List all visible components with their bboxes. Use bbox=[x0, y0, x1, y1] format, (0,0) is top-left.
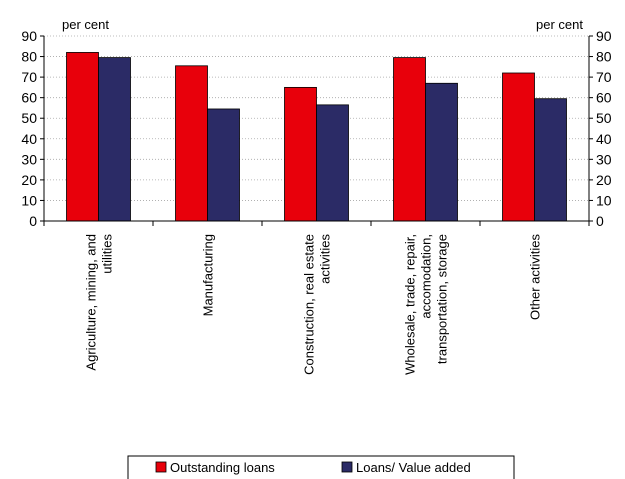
legend-swatch-outstanding-loans bbox=[155, 461, 167, 473]
category-label-0: Agriculture, mining, and bbox=[84, 234, 99, 371]
y-tick-label-left-40: 40 bbox=[21, 131, 37, 147]
y-tick-label-left-10: 10 bbox=[21, 192, 37, 208]
bar-loans-value-added-2 bbox=[316, 104, 349, 222]
bar-loans-value-added-3 bbox=[425, 82, 458, 222]
y-tick-label-right-30: 30 bbox=[596, 151, 612, 167]
y-axis-right-ticks: 0 10 20 30 40 50 60 70 80 90 bbox=[596, 28, 612, 229]
y-tick-label-left-60: 60 bbox=[21, 90, 37, 106]
y-tick-label-left-80: 80 bbox=[21, 49, 37, 65]
category-label-3: accomodation, bbox=[419, 234, 434, 319]
bar-loans-value-added-0 bbox=[98, 57, 131, 222]
bar-outstanding-loans-2 bbox=[284, 86, 317, 222]
y-tick-label-right-40: 40 bbox=[596, 131, 612, 147]
y-tick-label-right-90: 90 bbox=[596, 28, 612, 44]
bar-outstanding-loans-4 bbox=[502, 72, 535, 222]
category-label-4: Other activities bbox=[528, 234, 543, 320]
bar-outstanding-loans-1 bbox=[175, 65, 208, 222]
legend-label-loans-value-added: Loans/ Value added bbox=[356, 460, 471, 475]
bar-outstanding-loans-3 bbox=[393, 57, 426, 222]
legend-swatch-loans-value-added bbox=[341, 461, 353, 473]
bars bbox=[66, 52, 567, 222]
y-tick-label-left-90: 90 bbox=[21, 28, 37, 44]
bar-loans-value-added-1 bbox=[207, 108, 240, 222]
y-axis-right-unit: per cent bbox=[536, 17, 583, 32]
y-tick-label-left-50: 50 bbox=[21, 110, 37, 126]
y-tick-label-right-10: 10 bbox=[596, 192, 612, 208]
y-axis-left-ticks: 0 10 20 30 40 50 60 70 80 90 bbox=[21, 28, 37, 229]
bar-loans-value-added-4 bbox=[534, 98, 567, 222]
legend: Outstanding loans Loans/ Value added bbox=[127, 455, 515, 479]
y-tick-label-left-20: 20 bbox=[21, 172, 37, 188]
axes bbox=[40, 35, 593, 226]
y-tick-label-right-20: 20 bbox=[596, 172, 612, 188]
legend-box bbox=[127, 455, 515, 479]
y-tick-label-right-80: 80 bbox=[596, 49, 612, 65]
y-tick-label-left-0: 0 bbox=[29, 213, 37, 229]
category-label-3: Wholesale, trade, repair, bbox=[403, 234, 418, 375]
bar-outstanding-loans-0 bbox=[66, 52, 99, 222]
gridlines bbox=[44, 35, 589, 201]
y-tick-label-right-50: 50 bbox=[596, 110, 612, 126]
legend-label-outstanding-loans: Outstanding loans bbox=[170, 460, 275, 475]
y-tick-label-right-70: 70 bbox=[596, 69, 612, 85]
category-label-3: transportation, storage bbox=[435, 234, 450, 364]
y-tick-label-left-70: 70 bbox=[21, 69, 37, 85]
category-labels: Agriculture, mining, and utilities Manufac… bbox=[84, 234, 543, 375]
category-label-2: activities bbox=[318, 234, 333, 284]
category-label-1: Manufacturing bbox=[201, 234, 216, 316]
y-tick-label-right-0: 0 bbox=[596, 213, 604, 229]
category-label-2: Construction, real estate bbox=[302, 234, 317, 375]
y-axis-left-unit: per cent bbox=[62, 17, 109, 32]
category-label-0: utilities bbox=[100, 234, 115, 274]
y-tick-label-left-30: 30 bbox=[21, 151, 37, 167]
cropped-title-edge bbox=[0, 0, 625, 4]
y-tick-label-right-60: 60 bbox=[596, 90, 612, 106]
